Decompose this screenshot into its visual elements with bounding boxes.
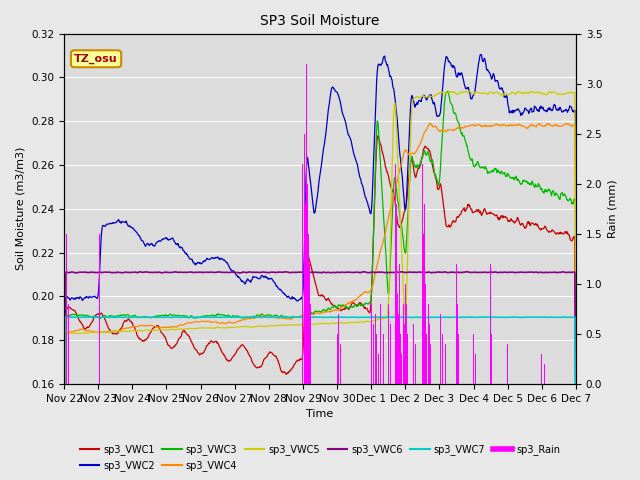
Bar [99,234,100,384]
Bar [411,304,412,384]
Bar [371,304,372,384]
Bar [395,164,396,384]
Bar [396,204,397,384]
Bar [430,344,431,384]
Bar [401,354,403,384]
Bar [541,354,542,384]
Bar [405,284,406,384]
Bar [423,234,424,384]
Bar [310,304,311,384]
Y-axis label: Rain (mm): Rain (mm) [608,180,618,238]
Title: SP3 Soil Moisture: SP3 Soil Moisture [260,14,380,28]
Bar [415,344,416,384]
Bar [426,334,428,384]
Bar [457,304,458,384]
Bar [381,314,383,384]
Bar [376,334,378,384]
Bar [398,314,399,384]
Bar [397,294,398,384]
Legend: sp3_VWC1, sp3_VWC2, sp3_VWC3, sp3_VWC4, sp3_VWC5, sp3_VWC6, sp3_VWC7, sp3_Rain: sp3_VWC1, sp3_VWC2, sp3_VWC3, sp3_VWC4, … [76,441,564,475]
Bar [473,334,474,384]
Bar [303,134,305,384]
Bar [373,324,374,384]
Bar [308,234,309,384]
Bar [375,314,376,384]
Bar [378,354,379,384]
Bar [340,344,341,384]
Bar [309,264,310,384]
Bar [490,264,491,384]
Bar [440,314,441,384]
Bar [66,234,67,384]
Bar [428,304,429,384]
Bar [306,64,307,384]
Bar [458,334,460,384]
Bar [442,334,444,384]
Bar [68,304,69,384]
Bar [407,334,408,384]
Bar [544,364,545,384]
Bar [307,184,308,384]
Bar [100,304,101,384]
Bar [456,264,457,384]
Bar [509,354,511,384]
Y-axis label: Soil Moisture (m3/m3): Soil Moisture (m3/m3) [15,147,26,271]
Text: TZ_osu: TZ_osu [74,54,118,64]
Bar [399,264,400,384]
Bar [380,304,381,384]
Bar [390,324,391,384]
Bar [424,204,425,384]
Bar [383,334,384,384]
Bar [305,204,306,384]
X-axis label: Time: Time [307,409,333,419]
Bar [422,164,423,384]
Bar [406,304,407,384]
